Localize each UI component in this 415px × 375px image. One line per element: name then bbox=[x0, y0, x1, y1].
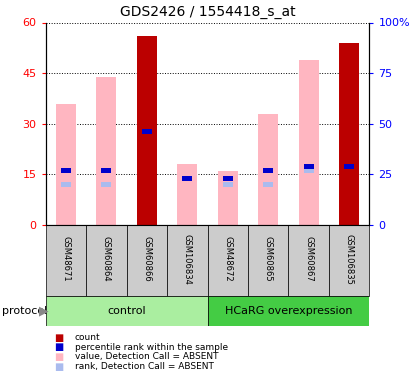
Text: protocol: protocol bbox=[2, 306, 47, 316]
Bar bbox=[182, 176, 192, 181]
Text: GSM106835: GSM106835 bbox=[344, 234, 354, 285]
Bar bbox=[127, 225, 167, 296]
Bar bbox=[344, 164, 354, 169]
Bar bbox=[304, 168, 314, 173]
Bar bbox=[61, 182, 71, 187]
Text: GSM106834: GSM106834 bbox=[183, 234, 192, 285]
Text: ■: ■ bbox=[54, 333, 63, 342]
Bar bbox=[142, 129, 152, 134]
Text: GSM60865: GSM60865 bbox=[264, 236, 273, 282]
Bar bbox=[223, 176, 233, 181]
Bar bbox=[217, 171, 238, 225]
Bar bbox=[304, 164, 314, 169]
Bar bbox=[208, 296, 369, 326]
Bar bbox=[101, 182, 111, 187]
Bar bbox=[208, 225, 248, 296]
Bar bbox=[223, 182, 233, 187]
Text: GSM48672: GSM48672 bbox=[223, 236, 232, 282]
Text: GSM60864: GSM60864 bbox=[102, 236, 111, 282]
Text: ■: ■ bbox=[54, 352, 63, 362]
Bar bbox=[288, 225, 329, 296]
Text: control: control bbox=[107, 306, 146, 316]
Text: GSM60867: GSM60867 bbox=[304, 236, 313, 282]
Bar bbox=[263, 168, 273, 173]
Text: count: count bbox=[75, 333, 100, 342]
Text: GSM60866: GSM60866 bbox=[142, 236, 151, 282]
Bar bbox=[86, 225, 127, 296]
Text: HCaRG overexpression: HCaRG overexpression bbox=[225, 306, 352, 316]
Bar bbox=[329, 225, 369, 296]
Bar bbox=[96, 76, 117, 225]
Bar bbox=[101, 168, 111, 173]
Text: rank, Detection Call = ABSENT: rank, Detection Call = ABSENT bbox=[75, 362, 214, 371]
Bar bbox=[263, 182, 273, 187]
Text: ▶: ▶ bbox=[39, 305, 48, 318]
Bar bbox=[61, 168, 71, 173]
Bar bbox=[56, 104, 76, 225]
Text: ■: ■ bbox=[54, 342, 63, 352]
Bar bbox=[167, 225, 208, 296]
Bar bbox=[46, 296, 208, 326]
Bar bbox=[46, 225, 86, 296]
Bar bbox=[298, 60, 319, 225]
Text: value, Detection Call = ABSENT: value, Detection Call = ABSENT bbox=[75, 352, 218, 362]
Text: GSM48671: GSM48671 bbox=[61, 236, 71, 282]
Bar bbox=[137, 36, 157, 225]
Bar bbox=[258, 114, 278, 225]
Text: percentile rank within the sample: percentile rank within the sample bbox=[75, 343, 228, 352]
Title: GDS2426 / 1554418_s_at: GDS2426 / 1554418_s_at bbox=[120, 5, 295, 19]
Bar bbox=[248, 225, 288, 296]
Text: ■: ■ bbox=[54, 362, 63, 372]
Bar bbox=[339, 43, 359, 225]
Bar bbox=[177, 164, 198, 225]
